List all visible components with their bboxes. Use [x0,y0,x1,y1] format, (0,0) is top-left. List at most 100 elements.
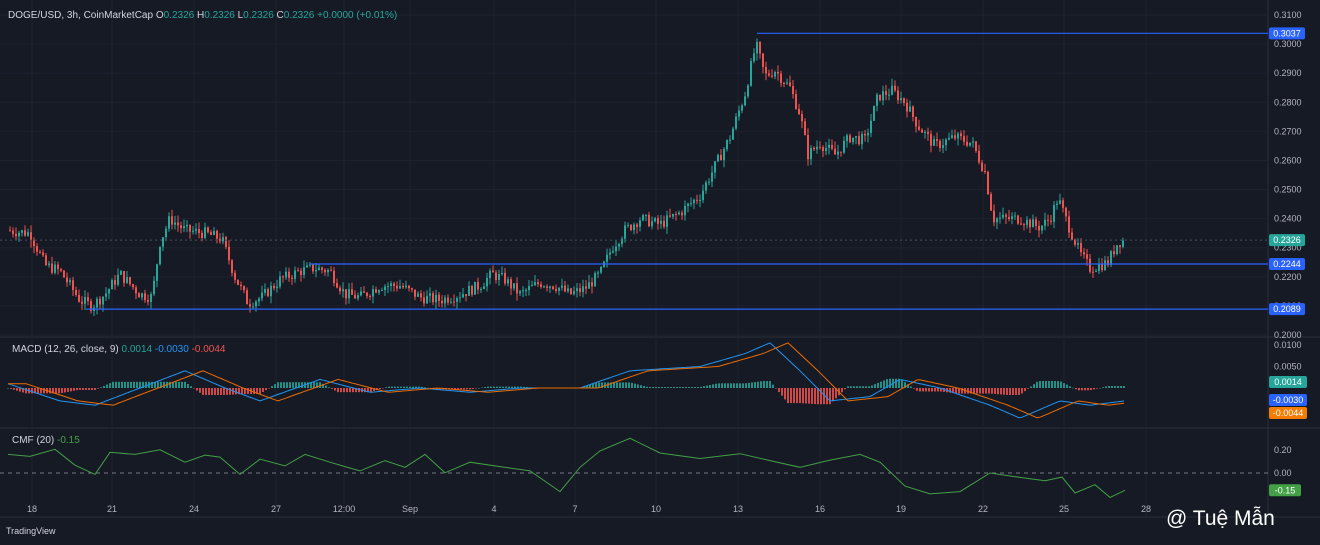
macd-hist-bar [145,381,147,388]
macd-hist-bar [811,388,813,404]
candle-body [576,288,578,292]
candle-body [51,263,53,273]
candle-body [912,106,914,117]
macd-hist-bar [937,388,939,392]
candle-body [366,292,368,297]
candle-body [1074,239,1076,245]
candle-body [840,151,842,153]
macd-hist-bar [1012,388,1014,395]
candle-body [537,282,539,285]
macd-hist-bar [520,386,522,388]
tradingview-logo[interactable]: TradingView [6,526,56,536]
cmf-tick-label: 0.20 [1274,445,1292,455]
macd-hist-bar [784,388,786,400]
macd-hist-bar [322,383,324,388]
candle-body [192,230,194,232]
cmf-tick-label: 0.00 [1274,468,1292,478]
time-tick-label: 18 [27,504,37,514]
level-tag [1269,303,1305,316]
macd-hist-bar [295,382,297,388]
candle-body [951,135,953,138]
candle-body [474,281,476,295]
price-tick-label: 0.2800 [1274,97,1302,107]
candle-body [495,272,497,281]
candle-body [714,161,716,173]
macd-line-value: -0.0030 [154,344,189,355]
candle-body [555,288,557,291]
candle-body [207,227,209,233]
cmf-title[interactable]: CMF (20) [12,435,55,446]
macd-hist-bar [1105,386,1107,388]
macd-hist-bar [7,388,9,389]
macd-hist-bar [868,386,870,388]
macd-hist-bar [1018,388,1020,395]
macd-hist-bar [1009,388,1011,395]
macd-hist-bar [820,388,822,405]
macd-tag [1269,407,1307,419]
macd-hist-bar [661,387,663,388]
candle-body [408,285,410,289]
macd-hist-bar [949,388,951,393]
candle-body [27,232,29,236]
candle-body [57,264,59,270]
macd-hist-bar [190,386,192,388]
candle-body [753,53,755,62]
candle-body [684,206,686,216]
candle-body [540,284,542,287]
macd-hist-bar [406,386,408,388]
candle-body [111,280,113,290]
macd-hist-bar [1030,386,1032,388]
candle-body [672,213,674,217]
candle-body [1110,251,1112,266]
macd-hist-bar [883,380,885,388]
macd-hist-bar [487,386,489,388]
candle-body [123,271,125,283]
candle-body [591,282,593,287]
macd-hist-bar [463,388,465,390]
candle-body [780,73,782,83]
price-tick-label: 0.2300 [1274,243,1302,253]
candle-body [966,141,968,146]
macd-title[interactable]: MACD (12, 26, close, 9) [12,344,119,355]
macd-hist-bar [211,388,213,395]
macd-hist-bar [253,388,255,394]
candle-body [1038,225,1040,231]
macd-hist-bar [43,388,45,394]
macd-hist-bar [1075,388,1077,390]
candle-body [189,224,191,232]
candle-body [675,213,677,215]
macd-hist-bar [154,381,156,388]
macd-hist-bar [1006,388,1008,395]
candle-body [168,216,170,229]
macd-hist-bar [184,381,186,388]
candle-body [324,269,326,273]
candle-body [462,294,464,298]
candle-body [261,292,263,299]
candle-body [732,128,734,140]
candle-body [768,73,770,76]
high-value: 0.2326 [204,10,235,21]
candle-body [105,293,107,297]
symbol-label[interactable]: DOGE/USD, 3h, CoinMarketCap [8,10,154,21]
candle-body [561,285,563,288]
candle-body [858,136,860,145]
macd-hist-bar [67,388,69,392]
macd-hist-bar [1078,388,1080,391]
macd-hist-bar [616,382,618,388]
price-tick-label: 0.2000 [1274,330,1302,340]
macd-hist-bar [19,388,21,392]
macd-hist-bar [358,388,360,393]
macd-hist-bar [652,387,654,388]
macd-hist-bar [244,388,246,394]
chart-legend: DOGE/USD, 3h, CoinMarketCap O0.2326 H0.2… [8,10,397,21]
candle-body [855,136,857,138]
candle-body [510,279,512,289]
macd-hist-bar [1087,388,1089,391]
candle-body [699,200,701,202]
macd-hist-bar [766,381,768,388]
candle-body [138,293,140,298]
candle-body [282,276,284,278]
candle-body [465,294,467,296]
macd-hist-bar [454,388,456,390]
